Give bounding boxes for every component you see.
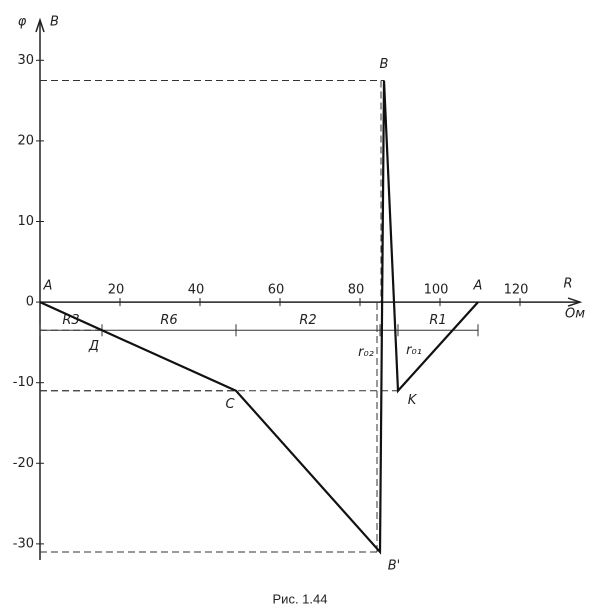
x-axis-unit: Ом [565,307,585,322]
segment-label: R3 [62,313,79,328]
x-tick-label: 60 [268,283,285,298]
point-label: B [380,57,389,72]
y-tick-label: 20 [17,133,34,148]
point-label: K [408,393,418,408]
point-label: B' [388,558,401,573]
y-tick-label: 30 [17,53,34,68]
segment-label: R1 [429,313,446,328]
point-label: C [225,397,235,412]
y-tick-label: 10 [17,214,34,229]
x-axis-arrow [567,297,583,307]
segment-label: R2 [299,313,316,328]
y-axis-label: φ [18,15,27,30]
point-label: A [473,279,483,294]
caption: Рис. 1.44 [273,591,328,606]
x-tick-label: 100 [424,283,449,298]
point-label: Д [88,339,99,354]
x-tick-label: 20 [108,283,125,298]
point-label: A [43,279,53,294]
y-tick-label: -10 [13,375,34,390]
y-axis-unit: B [50,15,59,30]
line [39,80,479,555]
x-tick-label: 40 [188,283,205,298]
y-tick-label: -20 [13,456,34,471]
segment-label: R6 [160,313,177,328]
segment-label: r₀₂ [358,345,374,360]
x-tick-label: 80 [348,283,365,298]
y-tick-label: 0 [26,295,34,310]
segment-label: r₀₁ [406,343,422,358]
x-tick-label: 120 [504,283,529,298]
y-tick-label: -30 [13,536,34,551]
x-axis-label: R [563,277,572,292]
y-axis-arrow [35,17,45,33]
